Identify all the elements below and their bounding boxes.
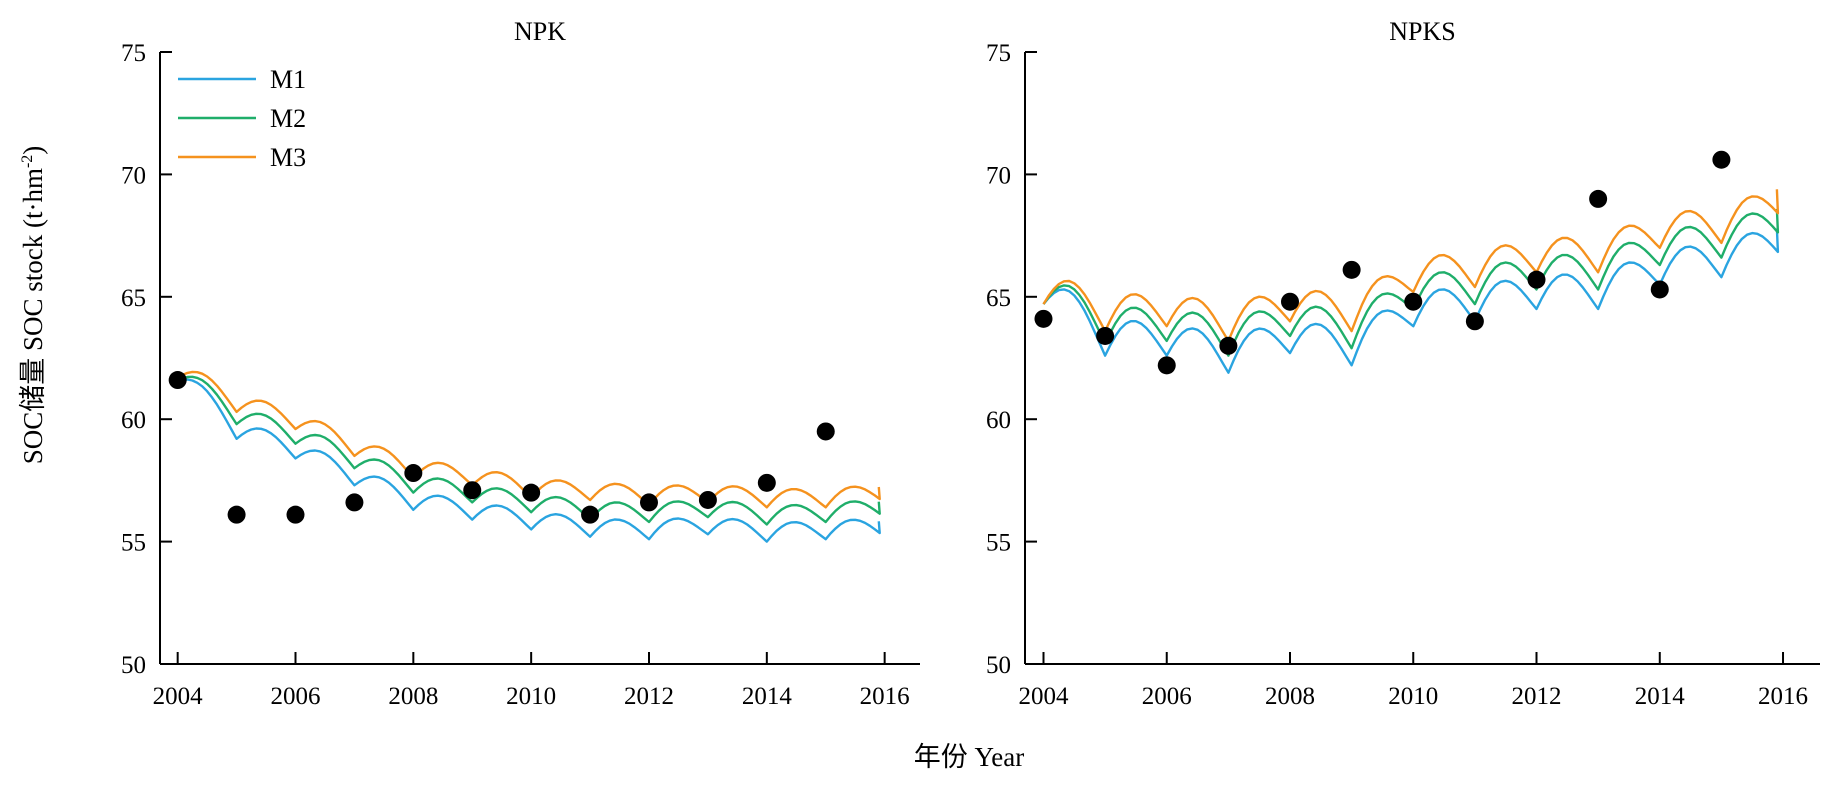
series-line-m2 bbox=[177, 375, 881, 526]
y-tick-label: 55 bbox=[986, 530, 1011, 557]
x-tick-label: 2014 bbox=[1635, 683, 1686, 710]
y-tick-label: 65 bbox=[986, 285, 1011, 312]
x-tick-label: 2016 bbox=[860, 683, 910, 710]
observed-point bbox=[1712, 150, 1731, 169]
y-tick-label: 60 bbox=[986, 407, 1011, 434]
observed-point bbox=[698, 490, 717, 509]
observed-point bbox=[286, 505, 305, 524]
observed-point bbox=[816, 422, 835, 441]
x-tick-label: 2008 bbox=[388, 683, 438, 710]
observed-point bbox=[757, 473, 776, 492]
x-tick-label: 2004 bbox=[1018, 683, 1069, 710]
observed-point bbox=[522, 483, 541, 502]
observed-point bbox=[345, 493, 364, 512]
x-tick-label: 2016 bbox=[1758, 683, 1808, 710]
observed-point bbox=[1465, 312, 1484, 331]
observed-point bbox=[1589, 189, 1608, 208]
observed-point bbox=[1157, 356, 1176, 375]
y-axis-label: SOC储量 SOC stock (t·hm-2) bbox=[18, 146, 48, 465]
series-line-m1 bbox=[177, 378, 881, 543]
observed-point bbox=[639, 493, 658, 512]
y-tick-label: 55 bbox=[121, 530, 146, 557]
y-tick-label: 50 bbox=[121, 652, 146, 679]
observed-point bbox=[1527, 270, 1546, 289]
observed-point bbox=[1342, 260, 1361, 279]
observed-point bbox=[404, 464, 423, 483]
y-tick-label: 60 bbox=[121, 407, 146, 434]
y-tick-label: 75 bbox=[986, 40, 1011, 67]
y-tick-label: 70 bbox=[986, 162, 1011, 189]
x-tick-label: 2004 bbox=[153, 683, 204, 710]
x-tick-label: 2014 bbox=[742, 683, 793, 710]
legend-label-m3: M3 bbox=[270, 143, 306, 172]
observed-point bbox=[1219, 336, 1238, 355]
series-line-m3 bbox=[1042, 189, 1780, 343]
observed-point bbox=[1096, 326, 1115, 345]
observed-point bbox=[168, 371, 187, 390]
y-tick-label: 70 bbox=[121, 162, 146, 189]
observed-point bbox=[227, 505, 246, 524]
x-tick-label: 2006 bbox=[1142, 683, 1192, 710]
y-tick-label: 75 bbox=[121, 40, 146, 67]
observed-point bbox=[1404, 292, 1423, 311]
chart-panel-npk: NPK 50 55 60 65 70 75 2004 2006 2008 2010 2012 2014 2… bbox=[121, 17, 920, 710]
x-tick-label: 2010 bbox=[1388, 683, 1438, 710]
observed-point bbox=[463, 481, 482, 500]
x-tick-label: 2006 bbox=[271, 683, 321, 710]
panel-title: NPK bbox=[514, 17, 566, 46]
x-axis-label: 年份 Year bbox=[914, 742, 1025, 772]
x-tick-label: 2010 bbox=[506, 683, 556, 710]
observed-point bbox=[581, 505, 600, 524]
x-tick-label: 2008 bbox=[1265, 683, 1315, 710]
panel-title: NPKS bbox=[1389, 17, 1455, 46]
x-tick-label: 2012 bbox=[1512, 683, 1562, 710]
observed-point bbox=[1034, 309, 1053, 328]
observed-point bbox=[1281, 292, 1299, 311]
chart-panels: NPK 50 55 60 65 70 75 2004 2006 2008 2010 2012 2014 2… bbox=[121, 17, 1820, 710]
chart-panel-npks: NPKS 50 55 60 65 70 75 2004 2006 2008 2010 2012 2014… bbox=[986, 17, 1820, 710]
y-tick-label: 65 bbox=[121, 285, 146, 312]
legend-label-m1: M1 bbox=[270, 65, 306, 94]
x-tick-label: 2012 bbox=[624, 683, 674, 710]
y-tick-label: 50 bbox=[986, 652, 1011, 679]
legend-label-m2: M2 bbox=[270, 104, 306, 133]
observed-point bbox=[1650, 280, 1669, 299]
